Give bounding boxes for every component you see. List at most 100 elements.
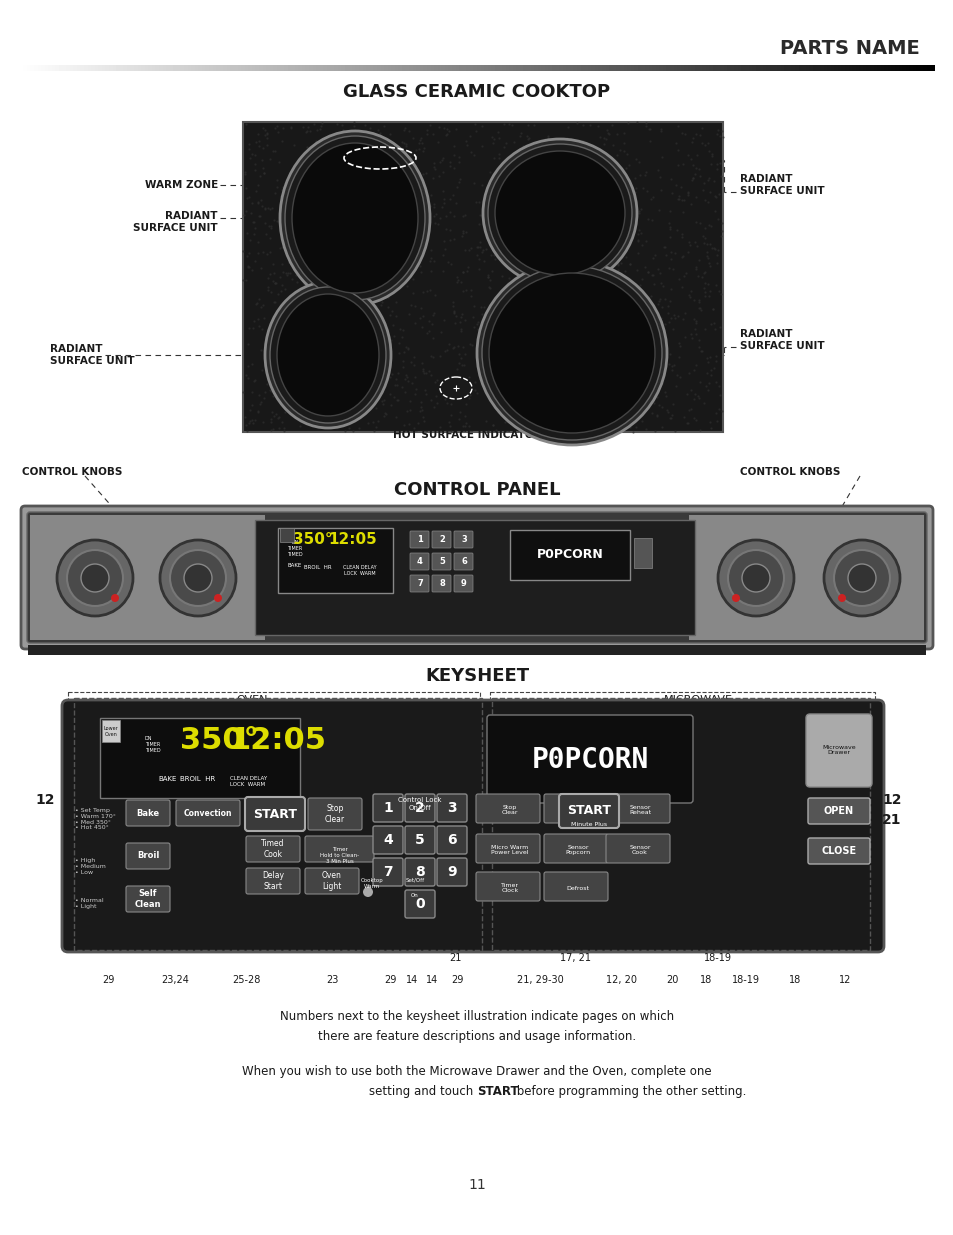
- Text: Stop
Clear: Stop Clear: [325, 804, 345, 824]
- Text: before programming the other setting.: before programming the other setting.: [513, 1086, 745, 1098]
- Bar: [688, 515, 923, 640]
- Text: 12: 12: [882, 793, 901, 806]
- Circle shape: [170, 550, 226, 606]
- Text: • High
• Medium
• Low: • High • Medium • Low: [75, 858, 106, 874]
- Text: 29: 29: [383, 974, 395, 986]
- FancyBboxPatch shape: [410, 553, 429, 571]
- Text: 2: 2: [438, 536, 444, 545]
- Text: 29: 29: [102, 974, 114, 986]
- Ellipse shape: [488, 144, 631, 282]
- FancyBboxPatch shape: [454, 531, 473, 548]
- Ellipse shape: [276, 294, 378, 416]
- Text: 18: 18: [788, 974, 801, 986]
- Circle shape: [81, 564, 109, 592]
- FancyBboxPatch shape: [62, 700, 883, 952]
- Text: 23: 23: [326, 974, 337, 986]
- Bar: [102, 720, 120, 742]
- Text: MICROWAVE: MICROWAVE: [662, 695, 732, 705]
- Text: 11: 11: [468, 1178, 485, 1192]
- Text: 8: 8: [415, 864, 424, 879]
- Text: • Set Temp
• Warm 170°
• Med 350°
• Hot 450°: • Set Temp • Warm 170° • Med 350° • Hot …: [75, 808, 115, 830]
- Text: Self
Clean: Self Clean: [134, 889, 161, 909]
- FancyBboxPatch shape: [405, 890, 435, 918]
- FancyBboxPatch shape: [405, 826, 435, 853]
- Circle shape: [823, 540, 899, 616]
- Text: Minute Plus: Minute Plus: [570, 821, 606, 826]
- Text: Oven
Light: Oven Light: [322, 872, 341, 890]
- Bar: [490, 692, 874, 706]
- Bar: [277, 529, 393, 593]
- FancyBboxPatch shape: [405, 794, 435, 823]
- Text: BROIL  HR: BROIL HR: [304, 564, 332, 571]
- Bar: [100, 718, 299, 798]
- FancyBboxPatch shape: [410, 576, 429, 592]
- Text: 9: 9: [460, 579, 466, 589]
- Circle shape: [847, 564, 875, 592]
- Text: Timer
Clock: Timer Clock: [500, 883, 518, 893]
- FancyBboxPatch shape: [305, 836, 374, 862]
- Text: Microwave
Drawer: Microwave Drawer: [821, 745, 855, 756]
- Text: START: START: [476, 1086, 518, 1098]
- FancyBboxPatch shape: [476, 794, 539, 823]
- Text: RADIANT
SURFACE UNIT: RADIANT SURFACE UNIT: [133, 211, 218, 233]
- Ellipse shape: [495, 151, 624, 275]
- Bar: [254, 520, 695, 635]
- Text: 14: 14: [425, 974, 437, 986]
- Text: BROIL  HR: BROIL HR: [180, 776, 215, 782]
- FancyBboxPatch shape: [126, 885, 170, 911]
- FancyBboxPatch shape: [126, 800, 170, 826]
- FancyBboxPatch shape: [305, 868, 358, 894]
- Circle shape: [741, 564, 769, 592]
- Text: 5: 5: [438, 557, 444, 567]
- Text: When you wish to use both the Microwave Drawer and the Oven, complete one: When you wish to use both the Microwave …: [242, 1065, 711, 1078]
- FancyBboxPatch shape: [410, 531, 429, 548]
- Text: 23,24: 23,24: [161, 974, 189, 986]
- Text: 12:05: 12:05: [328, 532, 377, 547]
- FancyBboxPatch shape: [373, 794, 402, 823]
- Text: 0: 0: [415, 897, 424, 911]
- Text: Stop
Clear: Stop Clear: [501, 804, 517, 815]
- FancyBboxPatch shape: [605, 834, 669, 863]
- Text: setting and touch: setting and touch: [369, 1086, 476, 1098]
- Text: Timer
Hold to Clean-
3 Min Plus: Timer Hold to Clean- 3 Min Plus: [320, 847, 359, 863]
- Bar: [634, 538, 651, 568]
- FancyBboxPatch shape: [246, 868, 299, 894]
- Text: 6: 6: [447, 832, 456, 847]
- FancyBboxPatch shape: [807, 798, 869, 824]
- Ellipse shape: [481, 266, 661, 440]
- Text: CLEAN DELAY
LOCK  WARM: CLEAN DELAY LOCK WARM: [230, 776, 267, 787]
- Text: 3: 3: [447, 802, 456, 815]
- Text: 18-19: 18-19: [703, 953, 731, 963]
- Text: 8: 8: [438, 579, 444, 589]
- FancyBboxPatch shape: [558, 794, 618, 827]
- Text: 12: 12: [838, 974, 850, 986]
- Text: there are feature descriptions and usage information.: there are feature descriptions and usage…: [317, 1030, 636, 1044]
- FancyBboxPatch shape: [373, 826, 402, 853]
- Circle shape: [363, 887, 373, 897]
- Text: CLOSE: CLOSE: [821, 846, 856, 856]
- Text: 21: 21: [448, 953, 460, 963]
- Circle shape: [160, 540, 235, 616]
- Text: GLASS CERAMIC COOKTOP: GLASS CERAMIC COOKTOP: [343, 83, 610, 101]
- Ellipse shape: [482, 140, 637, 287]
- Text: Broil: Broil: [136, 851, 159, 861]
- FancyBboxPatch shape: [807, 839, 869, 864]
- Text: Defrost: Defrost: [566, 885, 589, 890]
- Bar: [30, 515, 265, 640]
- Text: • Normal
• Light: • Normal • Light: [75, 898, 104, 909]
- Text: Sensor
Reheat: Sensor Reheat: [628, 804, 650, 815]
- Text: 21: 21: [882, 813, 901, 827]
- Text: 3: 3: [460, 536, 466, 545]
- Text: BAKE: BAKE: [288, 563, 302, 568]
- Ellipse shape: [285, 136, 424, 300]
- FancyBboxPatch shape: [436, 858, 467, 885]
- Text: Control Lock: Control Lock: [397, 797, 441, 803]
- FancyBboxPatch shape: [432, 576, 451, 592]
- Ellipse shape: [476, 261, 666, 445]
- Text: 12, 20: 12, 20: [606, 974, 637, 986]
- FancyBboxPatch shape: [476, 872, 539, 902]
- Ellipse shape: [265, 282, 391, 429]
- FancyBboxPatch shape: [432, 531, 451, 548]
- Bar: [492, 698, 869, 950]
- Ellipse shape: [439, 377, 472, 399]
